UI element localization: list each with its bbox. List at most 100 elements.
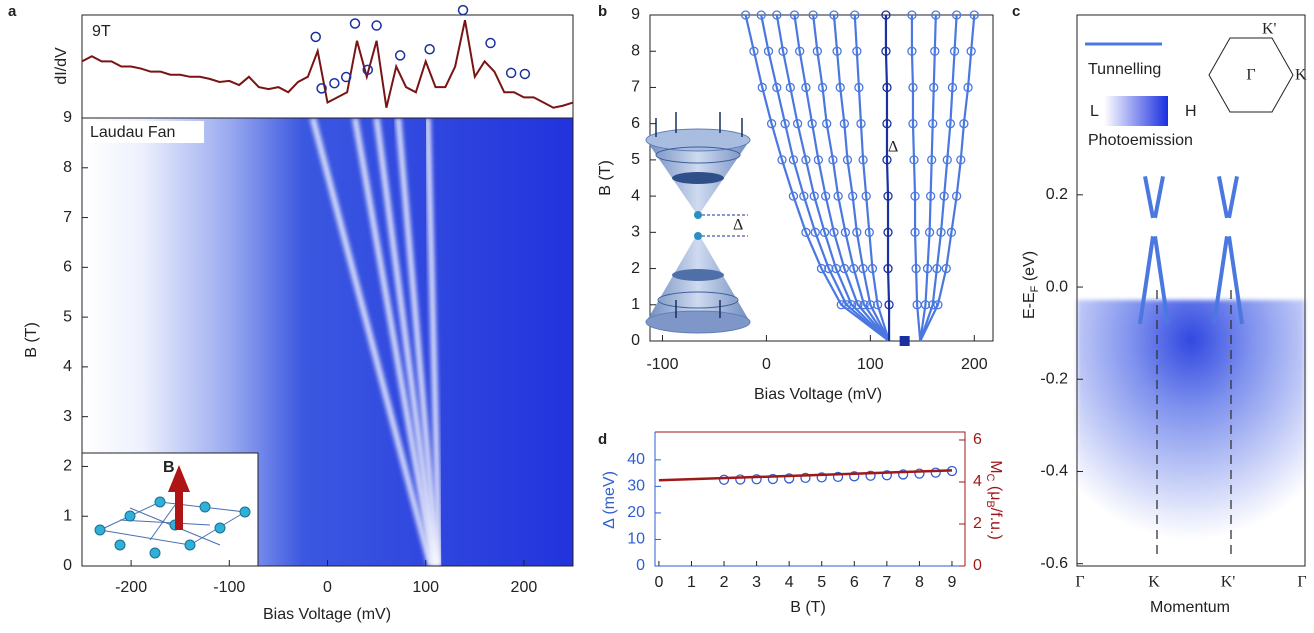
y-tick-label: 0.0: [1046, 278, 1068, 295]
x-tick-label: 100: [857, 356, 884, 373]
level-point: [927, 155, 937, 165]
level-point: [853, 300, 863, 310]
y-tick-label: 8: [63, 159, 72, 176]
level-point: [852, 46, 862, 56]
level-point: [819, 227, 830, 237]
level-point: [883, 263, 893, 274]
gap-marker: [899, 336, 910, 346]
inset-label: Δ: [733, 217, 743, 234]
axis: [654, 432, 965, 567]
level-point: [922, 263, 933, 274]
y2-tick-label: 2: [973, 515, 982, 532]
level-point: [861, 191, 871, 201]
dirac-band: [1138, 236, 1155, 325]
level-point: [909, 155, 919, 165]
y-tick-label: -0.2: [1040, 370, 1068, 387]
hexagon-label: K': [1262, 21, 1277, 38]
x-tick-label: Γ: [1075, 574, 1084, 591]
level-point: [816, 263, 827, 274]
didv-curve: [81, 19, 574, 109]
level-stripe: [395, 117, 441, 567]
y-tick-label: 2: [63, 458, 72, 475]
x-label: Bias Voltage (mV): [263, 606, 391, 623]
y-tick-label: 0.2: [1046, 186, 1068, 203]
level-point: [849, 263, 859, 274]
y-label: B (T): [23, 322, 40, 358]
level-point: [856, 119, 866, 129]
level-point: [882, 155, 892, 165]
y-tick-label: 0: [63, 557, 72, 574]
level-point: [824, 263, 834, 274]
level-point: [780, 119, 790, 129]
level-stripe: [424, 117, 443, 567]
x-tick-label: 5: [817, 574, 826, 591]
level-point: [882, 119, 892, 129]
level-point: [947, 82, 958, 93]
landau-level: [760, 14, 890, 342]
y-tick-label: 8: [631, 42, 640, 59]
x-tick-label: -100: [213, 579, 245, 596]
level-point: [821, 191, 831, 201]
gap-point: [865, 470, 876, 481]
y-tick-label: 5: [631, 151, 640, 168]
y-tick-label: 9: [631, 6, 640, 23]
y2-label: MC (μB/f.u.): [984, 460, 1004, 540]
y-label-part: F: [1029, 285, 1041, 292]
y-tick-label: 3: [63, 408, 72, 425]
level-point: [850, 10, 860, 20]
level-point: [756, 10, 766, 20]
x-tick-label: Γ: [1297, 574, 1306, 591]
gap-point: [784, 473, 795, 484]
lattice-inset: [81, 452, 259, 567]
arpes-image: [1077, 300, 1305, 566]
gap-point: [767, 473, 779, 485]
x-tick-label: 0: [654, 574, 663, 591]
peak-marker: [505, 67, 517, 79]
y-tick-label: 30: [627, 478, 645, 495]
y-tick-label: 0: [631, 332, 640, 349]
hexagon: [1208, 37, 1294, 113]
peak-marker: [485, 37, 496, 49]
y-tick-label: 7: [63, 209, 72, 226]
landau-level: [793, 14, 890, 342]
level-point: [959, 119, 969, 129]
level-point: [810, 227, 820, 237]
gap-point: [914, 468, 925, 479]
level-point: [883, 227, 893, 237]
level-point: [884, 300, 894, 310]
x-tick-label: 9: [948, 574, 957, 591]
landau-level: [812, 14, 890, 342]
peak-marker: [340, 71, 352, 83]
level-point: [778, 46, 788, 56]
panel-label: a: [8, 3, 17, 20]
level-point: [956, 155, 966, 165]
level-point: [829, 227, 839, 237]
level-point: [795, 46, 805, 56]
level-point: [941, 263, 951, 274]
peak-marker: [457, 4, 469, 16]
level-point: [951, 191, 962, 201]
level-point: [910, 227, 920, 237]
x-tick-label: K': [1221, 574, 1236, 591]
gap-point: [718, 474, 730, 485]
x-label: B (T): [790, 599, 826, 616]
level-point: [928, 119, 938, 129]
level-point: [920, 300, 931, 310]
title: Laudau Fan: [90, 124, 175, 141]
level-point: [854, 82, 864, 93]
peak-marker: [349, 18, 361, 29]
level-point: [911, 263, 921, 274]
level-point: [946, 227, 957, 237]
level-point: [835, 82, 845, 93]
landau-level: [775, 14, 890, 342]
level-point: [907, 46, 917, 56]
landau-level: [919, 14, 958, 342]
panel-label: d: [598, 431, 607, 448]
fit-line: [658, 469, 953, 482]
colorbar-label: Photoemission: [1088, 132, 1193, 149]
inset-label: B: [163, 459, 175, 476]
annotation: 9T: [92, 23, 111, 40]
level-point: [859, 300, 869, 310]
annotation: Δ: [888, 139, 898, 156]
